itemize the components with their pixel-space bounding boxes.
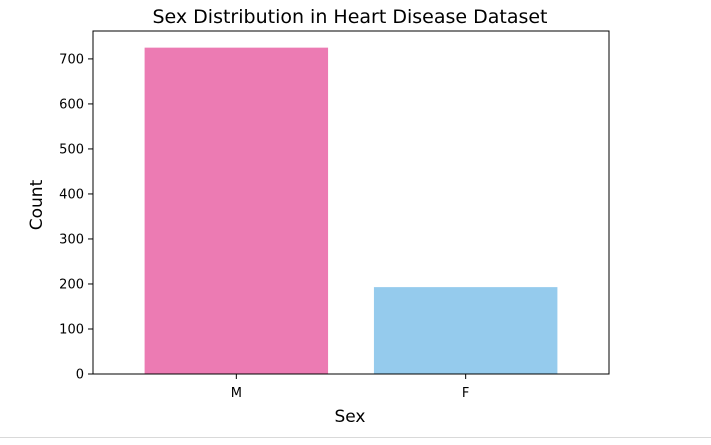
bar-m	[144, 47, 329, 375]
y-tick-label: 400	[59, 187, 84, 202]
y-axis-label: Count	[27, 179, 47, 230]
bottom-divider	[0, 437, 711, 438]
y-tick-label: 100	[59, 322, 84, 337]
bars-group	[144, 47, 558, 375]
bar-f	[373, 287, 558, 374]
y-tick-label: 0	[76, 368, 84, 383]
y-tick-label: 200	[59, 277, 84, 292]
x-axis-label: Sex	[334, 407, 365, 427]
x-tick-label: M	[231, 386, 242, 401]
y-tick-label: 500	[59, 142, 84, 157]
plot-frame	[92, 30, 610, 375]
chart-title: Sex Distribution in Heart Disease Datase…	[152, 6, 547, 28]
y-axis-ticks: 0 100 200 300 400 500 600 700	[59, 52, 93, 383]
y-tick-label: 300	[59, 232, 84, 247]
y-tick-label: 700	[59, 52, 84, 67]
x-tick-label: F	[462, 386, 469, 401]
y-tick-label: 600	[59, 97, 84, 112]
